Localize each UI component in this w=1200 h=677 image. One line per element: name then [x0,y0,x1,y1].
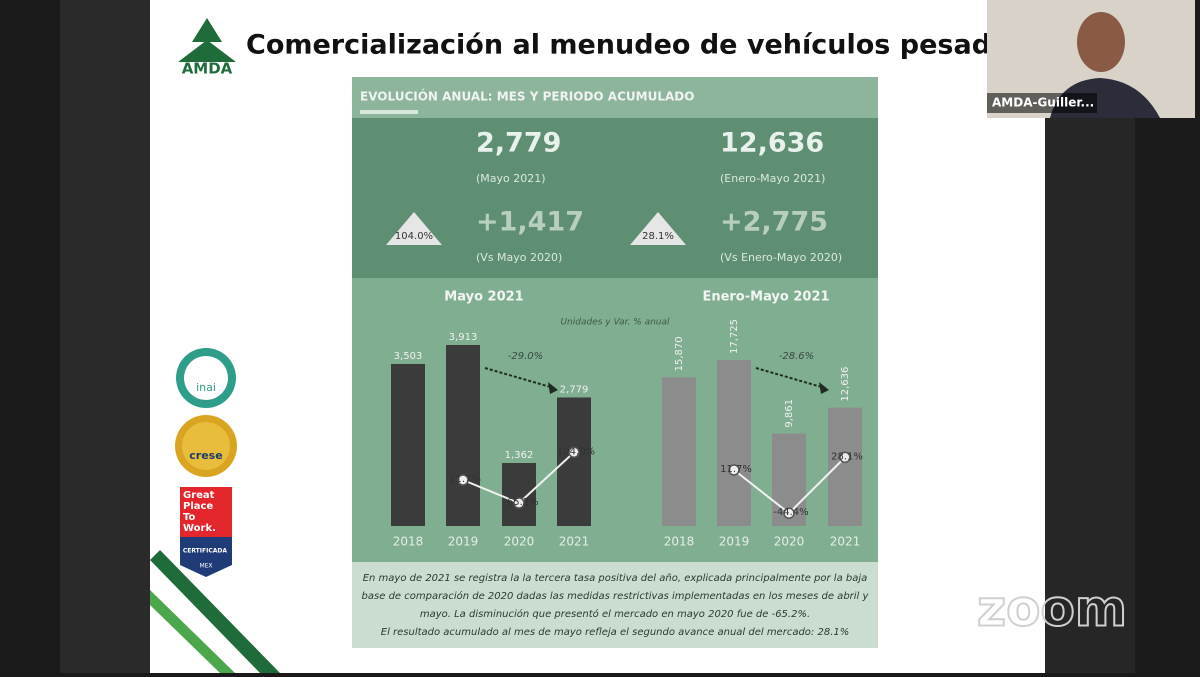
pct-point [839,451,851,464]
crese-badge-inner [182,422,230,470]
bar-label: 15,870 [674,336,685,371]
gptw-text: Place [183,501,213,512]
left-strip [60,0,150,673]
pct-point [513,497,525,509]
right-strip [1045,118,1135,673]
badge-text: 104.0% [395,231,433,242]
bar [828,407,862,526]
gptw-text: Great [183,490,215,501]
bar [446,345,480,526]
chart-title: Enero-Mayo 2021 [702,290,829,305]
gptw-ribbon [180,537,232,577]
pct-label: -65.2% [503,497,538,508]
annotation: -28.6% [779,351,814,362]
x-tick-label: 2018 [664,535,695,549]
inai-text: inai [196,381,216,394]
bar-label: 17,725 [729,319,740,354]
bar-label: 1,362 [505,450,534,461]
arrow-head [548,382,558,394]
underline [360,110,418,114]
arrow-head [819,382,829,394]
x-tick-label: 2020 [774,535,805,549]
bar [662,377,696,526]
stat-change: +2,775 [720,207,828,238]
bar-label: 9,861 [784,399,795,428]
pct-label: 104.0% [557,446,595,457]
panel-header-text: EVOLUCIÓN ANUAL: MES Y PERIODO ACUMULADO [360,89,694,104]
decor-stripe [150,550,280,673]
gptw-country: MEX [199,563,212,570]
participant-name: AMDA-Guiller... [992,96,1094,110]
pct-point [783,507,795,519]
bar-label: 12,636 [840,367,851,402]
trend-arrow [484,367,555,389]
bar [557,397,591,526]
stat-value: 2,779 [476,128,561,159]
pct-point [728,464,740,476]
panel-header [352,77,878,118]
zoom-watermark: zoom [977,580,1127,638]
bar [391,363,425,526]
badge-triangle [386,212,442,245]
x-tick-label: 2021 [830,535,861,549]
logo-mountain [192,18,222,42]
stat-period: (Mayo 2021) [476,172,546,185]
footer-text: base de comparación de 2020 dadas las me… [362,590,870,602]
bar-label: 2,779 [560,384,589,395]
bar-label: 3,503 [394,351,423,362]
badge-text: 28.1% [642,231,674,242]
stat-compare: (Vs Enero-Mayo 2020) [720,251,842,264]
gptw-badge [180,487,232,537]
x-tick-label: 2020 [504,535,535,549]
x-tick-label: 2019 [719,535,750,549]
badge-triangle [630,212,686,245]
decor-stripe [150,590,235,673]
logo-text: AMDA [182,60,233,78]
slide-title: Comercialización al menudeo de vehículos… [246,30,1026,61]
chart-title: Mayo 2021 [444,290,523,305]
gptw-text: To [183,512,195,523]
stat-period: (Enero-Mayo 2021) [720,172,825,185]
stats-section [352,118,878,278]
footer-box [352,562,878,648]
footer-text: En mayo de 2021 se registra la la tercer… [363,573,868,584]
bar [717,360,751,526]
annotation: -29.0% [508,351,543,362]
footer-text: El resultado acumulado al mes de mayo re… [381,627,849,638]
inai-badge-inner [184,356,228,400]
name-tag [987,93,1097,113]
crese-text: crese [189,449,222,462]
logo-mountain [178,40,236,62]
pct-label: 11.7% [720,464,752,475]
gptw-cert: CERTIFICADA [183,548,228,555]
stat-change: +1,417 [476,207,584,238]
bar [502,462,536,526]
x-tick-label: 2019 [448,535,479,549]
stat-value: 12,636 [720,128,824,159]
x-tick-label: 2021 [559,535,590,549]
pct-label: 28.1% [831,451,863,462]
footer-text: mayo. La disminución que presentó el mer… [420,608,810,620]
gptw-text: Work. [183,523,216,534]
pct-point [457,474,469,486]
pct-point [568,446,580,459]
stat-compare: (Vs Mayo 2020) [476,251,562,264]
bar-label: 3,913 [449,332,478,343]
person-head [1077,12,1125,72]
pct-label: -44.4% [773,507,808,518]
chart-subtitle: Unidades y Var. % anual [560,318,670,328]
pct-label: 11.7% [449,474,481,485]
x-tick-label: 2018 [393,535,424,549]
trend-arrow [755,367,826,389]
